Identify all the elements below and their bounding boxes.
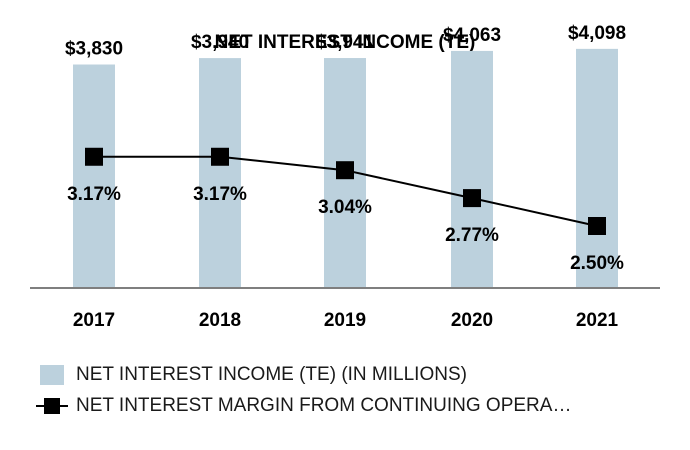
margin-label-2019: 3.04% — [318, 197, 372, 218]
x-tick-label-2018: 2018 — [199, 310, 241, 331]
bar-label-2019: $3,941 — [316, 32, 375, 53]
x-tick-label-2021: 2021 — [576, 310, 619, 331]
legend-label-net-interest-income: NET INTEREST INCOME (TE) (IN MILLIONS) — [76, 364, 467, 385]
bar-label-2021: $4,098 — [568, 23, 626, 44]
legend-label-net-interest-margin: NET INTEREST MARGIN FROM CONTINUING OPER… — [76, 395, 572, 416]
legend-item-net-interest-income[interactable]: NET INTEREST INCOME (TE) (IN MILLIONS) — [40, 364, 467, 386]
x-tick-label-2020: 2020 — [451, 310, 493, 331]
bar-2017 — [73, 64, 115, 288]
margin-label-2021: 2.50% — [570, 253, 624, 274]
legend-item-net-interest-margin[interactable]: NET INTEREST MARGIN FROM CONTINUING OPER… — [36, 395, 572, 417]
chart-title: NET INTEREST INCOME (TE) — [215, 32, 476, 53]
bar-label-2018: $3,940 — [191, 32, 249, 53]
margin-marker-2020 — [463, 189, 481, 208]
margin-marker-2021 — [588, 217, 606, 235]
bar-label-2020: $4,063 — [443, 25, 501, 46]
legend-line-marker-icon — [36, 396, 68, 416]
bar-2021 — [576, 48, 618, 289]
margin-marker-2017 — [85, 147, 103, 166]
bar-2018 — [199, 58, 241, 288]
margin-label-2020: 2.77% — [445, 225, 499, 246]
chart: NET INTEREST INCOME (TE) $3,830 $3,940 $3,… — [30, 23, 660, 331]
margin-label-2017: 3.17% — [67, 184, 121, 205]
margin-marker-2018 — [211, 147, 229, 166]
bar-label-2017: $3,830 — [65, 39, 123, 60]
margin-label-2018: 3.17% — [193, 184, 247, 205]
x-tick-label-2019: 2019 — [324, 310, 366, 331]
legend-bar-swatch-icon — [40, 365, 64, 385]
bar-2020 — [451, 50, 493, 288]
margin-marker-2019 — [336, 161, 354, 180]
x-tick-label-2017: 2017 — [73, 310, 115, 331]
